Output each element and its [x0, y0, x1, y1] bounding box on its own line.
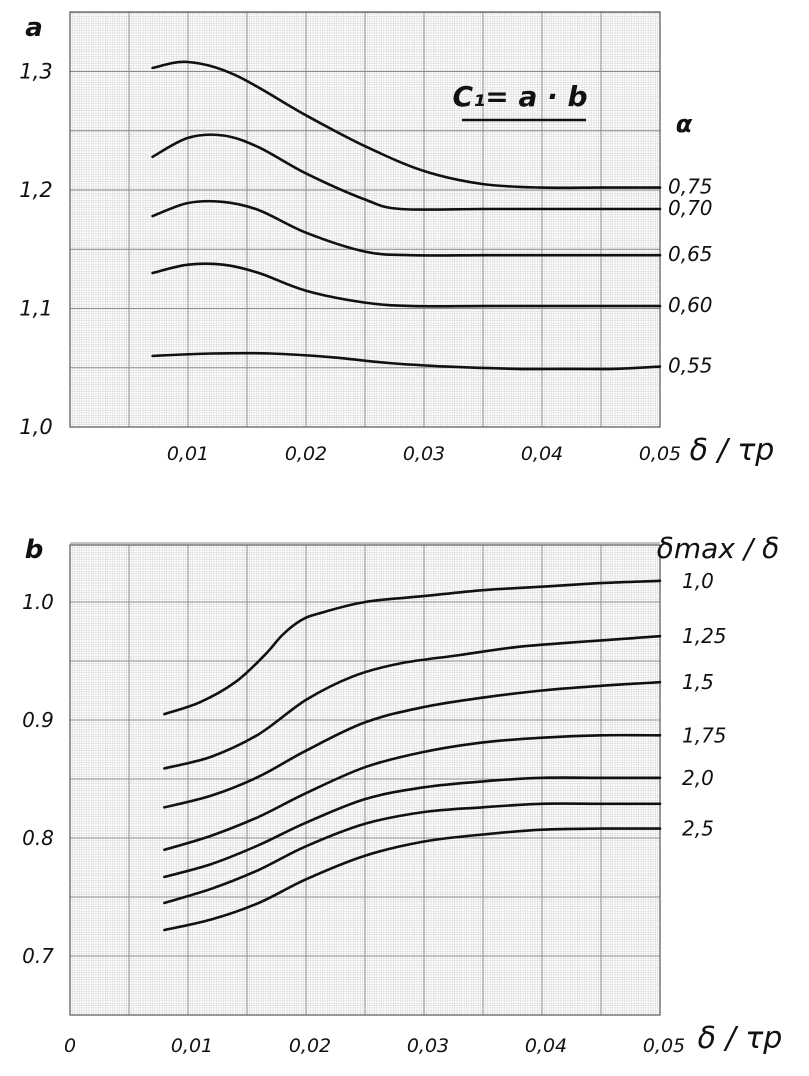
- x-tick-label: 0,05: [639, 443, 681, 465]
- x-tick-label: 0,01: [171, 1035, 213, 1057]
- y-tick-label: 0.7: [22, 944, 54, 968]
- series-label-alpha: 0,65: [668, 242, 713, 266]
- curve-alpha-4: [151, 351, 662, 371]
- panel-b-curves: [163, 579, 662, 932]
- panel-a-curves: [151, 60, 662, 371]
- curve-alpha-0: [151, 60, 662, 190]
- curve-ratio-2: [163, 680, 662, 809]
- panel-b: 1,0 1,25 1,5 1,75 2,0 2,5 0 0,01 0,02 0,03 0,04 0,0…: [22, 532, 782, 1057]
- curve-ratio-1: [163, 634, 662, 770]
- panel-b-grid: [69, 542, 661, 1016]
- x-tick-label: 0,04: [521, 443, 563, 465]
- x-tick-label: 0,05: [643, 1035, 685, 1057]
- formula-label: C₁= a · b: [452, 80, 587, 113]
- panel-a-labels: 0,750,70 0,65 0,60 0,55 0,01 0,02 0,03 0,04 0,05…: [19, 13, 774, 468]
- y-tick-label: 1.0: [22, 590, 54, 614]
- series-label-ratio: 1,25: [682, 624, 727, 648]
- panel-a-grid: [69, 11, 661, 428]
- series-label-alpha: 0,70: [668, 196, 713, 220]
- curve-ratio-3: [163, 733, 662, 852]
- y-tick-label: 1,0: [19, 415, 52, 439]
- panel-a: 0,750,70 0,65 0,60 0,55 0,01 0,02 0,03 0,04 0,05…: [19, 11, 774, 468]
- series-label-alpha: 0,75: [668, 175, 713, 199]
- y-tick-label: 1,2: [19, 178, 52, 202]
- x-tick-label: 0,02: [285, 443, 327, 465]
- curve-ratio-6: [163, 827, 662, 932]
- series-label-ratio: 2,5: [682, 817, 714, 841]
- x-tick-label: 0,01: [167, 443, 209, 465]
- series-label-alpha: 0,55: [668, 354, 713, 378]
- series-label-ratio: 2,0: [682, 766, 714, 790]
- x-tick-label: 0,02: [289, 1035, 331, 1057]
- x-tick-label: 0,03: [403, 443, 445, 465]
- curve-ratio-5: [163, 802, 662, 905]
- curve-ratio-0: [163, 579, 662, 716]
- panel-b-labels: 1,0 1,25 1,5 1,75 2,0 2,5 0 0,01 0,02 0,03 0,04 0,0…: [22, 532, 782, 1057]
- legend-title: δmax / δ: [657, 532, 780, 565]
- plot-frame: [69, 544, 661, 1016]
- x-axis-label: δ / τp: [698, 1021, 783, 1056]
- plot-frame: [69, 11, 661, 428]
- x-axis-label: δ / τp: [690, 433, 775, 468]
- x-tick-label: 0,03: [407, 1035, 449, 1057]
- y-tick-label: 0.8: [22, 826, 54, 850]
- series-label-alpha: 0,60: [668, 293, 713, 317]
- curve-alpha-3: [151, 262, 662, 308]
- x-tick-label: 0: [64, 1035, 76, 1057]
- y-tick-label: 1,3: [19, 60, 52, 84]
- series-label-ratio: 1,75: [682, 723, 727, 747]
- curve-ratio-4: [163, 776, 662, 879]
- y-tick-label: 0.9: [22, 708, 54, 732]
- series-label-ratio: 1,0: [682, 569, 714, 593]
- series-label-ratio: 1,5: [682, 670, 714, 694]
- panel-label: b: [25, 535, 44, 565]
- x-tick-label: 0,04: [525, 1035, 567, 1057]
- panel-label: a: [25, 13, 43, 43]
- curve-alpha-1: [151, 133, 662, 211]
- curve-alpha-2: [151, 199, 662, 257]
- legend-title: α: [676, 110, 693, 138]
- y-tick-label: 1,1: [19, 297, 52, 321]
